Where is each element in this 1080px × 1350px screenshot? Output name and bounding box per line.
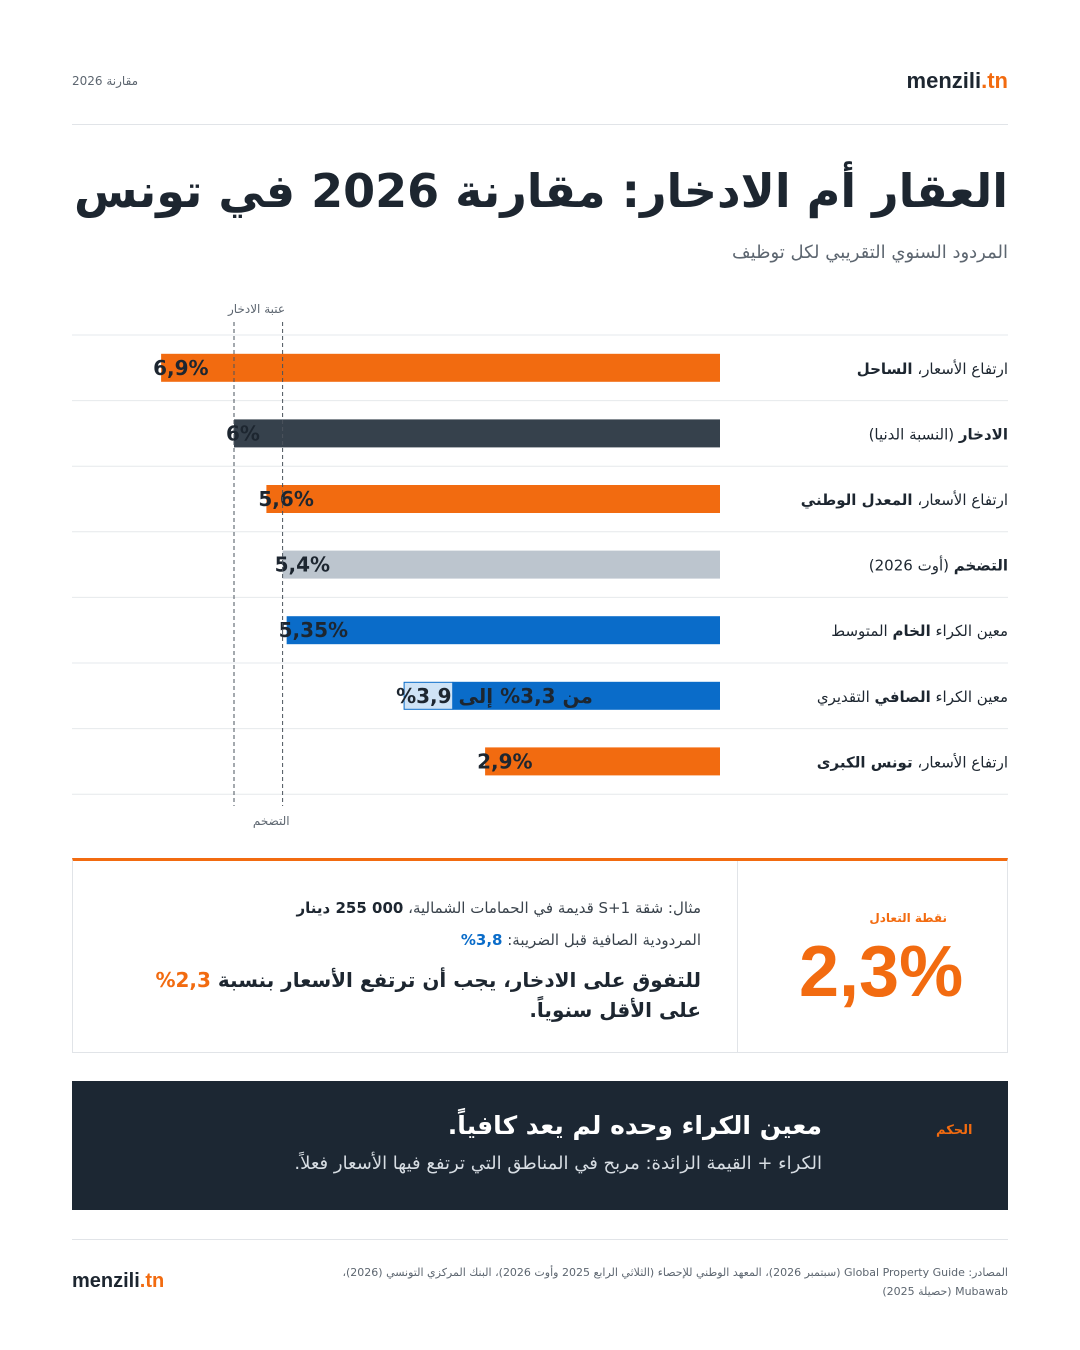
value-label: 6%: [226, 421, 260, 445]
bar: [286, 616, 720, 645]
breakeven-example: مثال: شقة S+1 قديمة في الحمامات الشمالية…: [296, 899, 701, 917]
breakeven-net-value: 3,8%: [460, 931, 503, 949]
breakeven-panel: نقطة التعادل 2,3% مثال: شقة S+1 قديمة في…: [72, 858, 1008, 1053]
bar: [266, 485, 720, 513]
value-label: 5,6%: [258, 487, 313, 511]
reference-label: عتبة الادخار: [227, 302, 285, 317]
verdict-label: الحكم: [936, 1123, 973, 1138]
header: menzili.tn مقارنة 2026: [72, 62, 1008, 102]
breakeven-value: 2,3%: [799, 932, 964, 1012]
footer-logo[interactable]: menzili.tn: [72, 1270, 165, 1292]
verdict-panel: الحكم معين الكراء وحده لم يعد كافياً. ال…: [72, 1081, 1008, 1210]
category-label: الادخار (النسبة الدنيا): [869, 425, 1008, 443]
bar-range-high: [403, 681, 454, 710]
value-label: 5,35%: [279, 618, 348, 642]
breakeven-label: نقطة التعادل: [869, 911, 947, 925]
reference-label: التضخم: [253, 814, 290, 828]
page-title: العقار أم الادخار: مقارنة 2026 في تونس: [74, 164, 1008, 218]
footer-divider: [72, 1239, 1008, 1240]
bar: [161, 353, 721, 382]
bar: [282, 550, 720, 579]
bar: [485, 747, 720, 776]
header-divider: [72, 124, 1008, 125]
header-tag: مقارنة 2026: [72, 74, 139, 88]
value-label: 6,9%: [153, 356, 208, 380]
verdict-title: معين الكراء وحده لم يعد كافياً.: [447, 1111, 822, 1140]
category-label: معين الكراء الصافي التقديري: [817, 688, 1008, 707]
value-label: 5,4%: [275, 553, 330, 577]
bar: [234, 419, 720, 448]
category-label: ارتفاع الأسعار، تونس الكبرى: [817, 752, 1008, 771]
category-label: ارتفاع الأسعار، المعدل الوطني: [801, 490, 1008, 509]
value-label: 2,9%: [477, 749, 532, 773]
category-label: ارتفاع الأسعار، الساحل: [857, 359, 1008, 378]
page-subtitle: المردود السنوي التقريبي لكل توظيف: [732, 242, 1008, 263]
breakeven-text: مثال: شقة S+1 قديمة في الحمامات الشمالية…: [141, 897, 701, 1025]
breakeven-example-price: 000 255 دينار: [296, 899, 404, 917]
category-label: معين الكراء الخام المتوسط: [831, 622, 1008, 640]
breakeven-conclusion: للتفوق على الادخار، يجب أن ترتفع الأسعار…: [155, 968, 701, 1022]
value-label: من 3,3% إلى 3,9%: [396, 684, 593, 708]
sources-text: المصادر: Global Property Guide (سبتمبر 2…: [342, 1266, 1008, 1298]
breakeven-divider: [737, 861, 738, 1052]
bar-chart: 6,9% ارتفاع الأسعار، الساحل 6% الادخار (الن…: [72, 302, 1008, 828]
brand-logo[interactable]: menzili.tn: [906, 68, 1008, 93]
category-label: التضخم (أوت 2026): [869, 556, 1008, 575]
bar-range-low: [452, 681, 720, 710]
verdict-subtitle: الكراء + القيمة الزائدة: مربح في المناطق…: [294, 1153, 822, 1174]
breakeven-highlight: 2,3%: [155, 968, 211, 992]
breakeven-net-yield: المردودية الصافية قبل الضريبة: 3,8%: [460, 931, 701, 949]
